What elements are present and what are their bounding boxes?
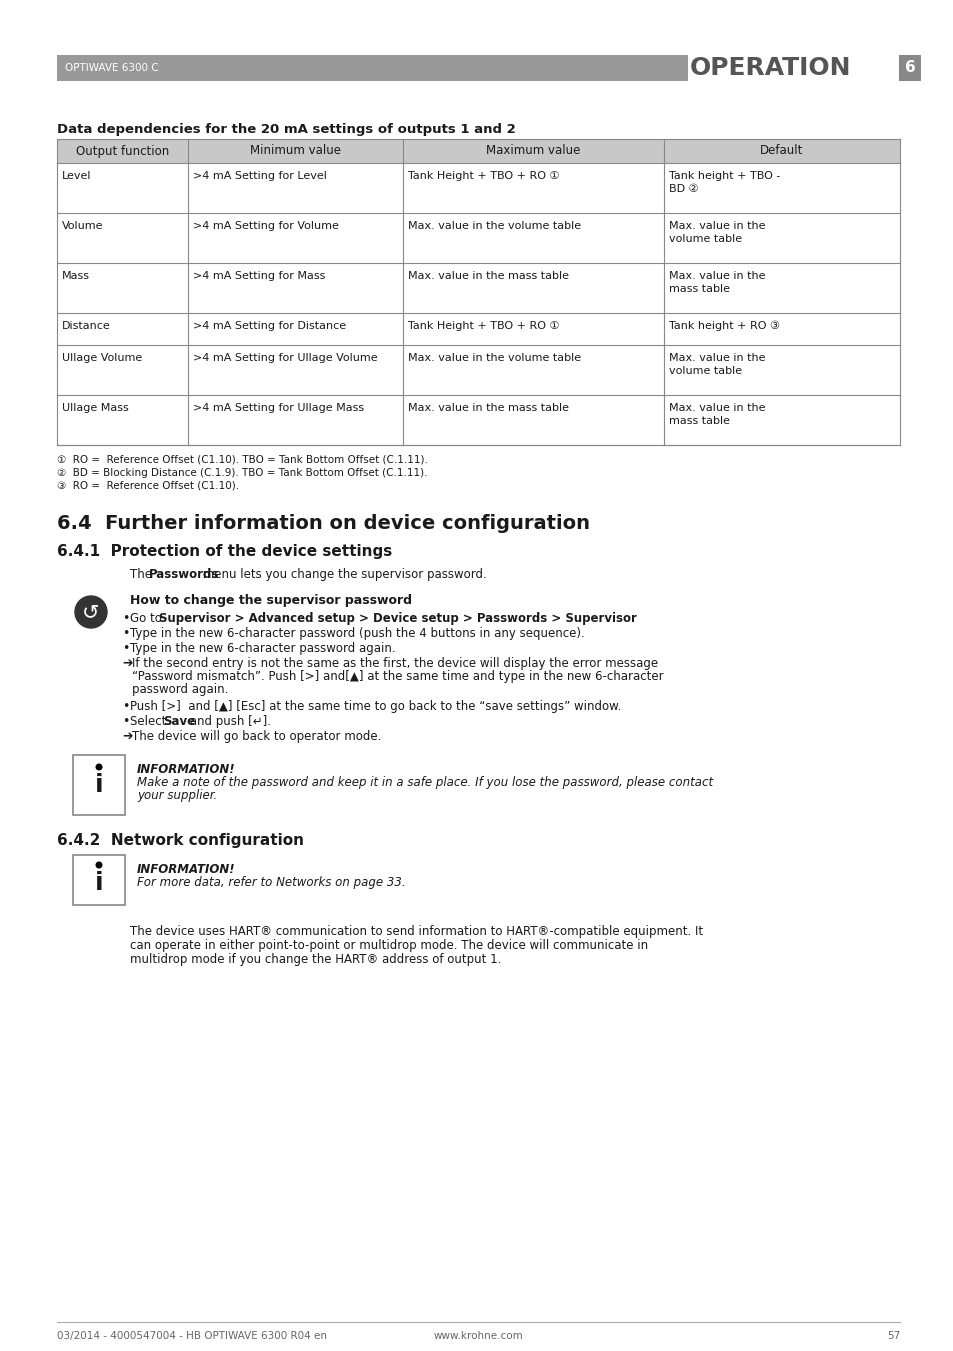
Text: ➔: ➔ <box>122 657 132 670</box>
Text: ③  RO =  Reference Offset (C1.10).: ③ RO = Reference Offset (C1.10). <box>57 481 239 490</box>
Text: INFORMATION!: INFORMATION! <box>137 863 235 875</box>
Text: Minimum value: Minimum value <box>250 145 340 158</box>
Text: •: • <box>122 700 130 713</box>
Text: 57: 57 <box>886 1331 899 1342</box>
Text: Level: Level <box>62 172 91 181</box>
Text: 6.4.1  Protection of the device settings: 6.4.1 Protection of the device settings <box>57 544 392 559</box>
Text: INFORMATION!: INFORMATION! <box>137 763 235 775</box>
Text: password again.: password again. <box>132 684 228 696</box>
Text: Type in the new 6-character password (push the 4 buttons in any sequence).: Type in the new 6-character password (pu… <box>130 627 584 640</box>
Text: •: • <box>122 642 130 655</box>
Text: Save: Save <box>163 715 195 728</box>
Text: volume table: volume table <box>668 366 741 376</box>
Text: 6: 6 <box>903 61 915 76</box>
Text: Tank Height + TBO + RO ①: Tank Height + TBO + RO ① <box>407 172 558 181</box>
Text: BD ②: BD ② <box>668 184 698 195</box>
Text: volume table: volume table <box>668 234 741 245</box>
Text: >4 mA Setting for Ullage Volume: >4 mA Setting for Ullage Volume <box>193 353 376 363</box>
Text: Data dependencies for the 20 mA settings of outputs 1 and 2: Data dependencies for the 20 mA settings… <box>57 123 516 136</box>
Text: >4 mA Setting for Ullage Mass: >4 mA Setting for Ullage Mass <box>193 403 363 413</box>
Circle shape <box>95 862 102 869</box>
Text: >4 mA Setting for Distance: >4 mA Setting for Distance <box>193 322 345 331</box>
Bar <box>57 55 687 81</box>
Text: •: • <box>122 627 130 640</box>
Text: •: • <box>122 715 130 728</box>
Text: •: • <box>122 612 130 626</box>
Text: multidrop mode if you change the HART® address of output 1.: multidrop mode if you change the HART® a… <box>130 952 501 966</box>
Bar <box>898 55 920 81</box>
Text: and push [↵].: and push [↵]. <box>186 715 271 728</box>
Text: Volume: Volume <box>62 222 103 231</box>
Text: Passwords: Passwords <box>149 567 219 581</box>
Circle shape <box>75 596 107 628</box>
Text: >4 mA Setting for Mass: >4 mA Setting for Mass <box>193 272 325 281</box>
Text: Default: Default <box>760 145 802 158</box>
Text: Max. value in the: Max. value in the <box>668 403 764 413</box>
Text: For more data, refer to Networks on page 33.: For more data, refer to Networks on page… <box>137 875 405 889</box>
Text: Select: Select <box>130 715 170 728</box>
Text: “Password mismatch”. Push [>] and[▲] at the same time and type in the new 6-char: “Password mismatch”. Push [>] and[▲] at … <box>132 670 663 684</box>
Text: 6.4  Further information on device configuration: 6.4 Further information on device config… <box>57 513 589 534</box>
Text: menu lets you change the supervisor password.: menu lets you change the supervisor pass… <box>198 567 486 581</box>
Text: The: The <box>130 567 155 581</box>
Text: Ullage Volume: Ullage Volume <box>62 353 142 363</box>
Text: Tank height + TBO -: Tank height + TBO - <box>668 172 780 181</box>
Text: Max. value in the: Max. value in the <box>668 353 764 363</box>
Text: 6.4.2  Network configuration: 6.4.2 Network configuration <box>57 834 304 848</box>
Text: mass table: mass table <box>668 416 729 426</box>
Circle shape <box>95 763 102 770</box>
Text: Mass: Mass <box>62 272 90 281</box>
Text: Max. value in the mass table: Max. value in the mass table <box>407 272 568 281</box>
Text: OPERATION: OPERATION <box>689 55 851 80</box>
Text: Tank height + RO ③: Tank height + RO ③ <box>668 322 780 331</box>
Text: can operate in either point-to-point or multidrop mode. The device will communic: can operate in either point-to-point or … <box>130 939 647 952</box>
Text: Output function: Output function <box>75 145 169 158</box>
Text: ➔: ➔ <box>122 730 132 743</box>
Text: How to change the supervisor password: How to change the supervisor password <box>130 594 412 607</box>
Text: mass table: mass table <box>668 284 729 295</box>
Bar <box>73 855 125 905</box>
Text: Push [>]  and [▲] [Esc] at the same time to go back to the “save settings” windo: Push [>] and [▲] [Esc] at the same time … <box>130 700 620 713</box>
Text: Ullage Mass: Ullage Mass <box>62 403 129 413</box>
Text: Max. value in the: Max. value in the <box>668 272 764 281</box>
Text: Supervisor > Advanced setup > Device setup > Passwords > Supervisor: Supervisor > Advanced setup > Device set… <box>158 612 636 626</box>
Text: ①  RO =  Reference Offset (C1.10). TBO = Tank Bottom Offset (C.1.11).: ① RO = Reference Offset (C1.10). TBO = T… <box>57 455 428 465</box>
Text: ↺: ↺ <box>82 603 100 621</box>
Text: The device will go back to operator mode.: The device will go back to operator mode… <box>132 730 381 743</box>
Text: Max. value in the volume table: Max. value in the volume table <box>407 353 580 363</box>
Text: Max. value in the volume table: Max. value in the volume table <box>407 222 580 231</box>
Text: OPTIWAVE 6300 C: OPTIWAVE 6300 C <box>65 63 158 73</box>
Text: Maximum value: Maximum value <box>486 145 579 158</box>
Text: Type in the new 6-character password again.: Type in the new 6-character password aga… <box>130 642 395 655</box>
Text: Max. value in the: Max. value in the <box>668 222 764 231</box>
Text: i: i <box>94 773 103 797</box>
Text: ②  BD = Blocking Distance (C.1.9). TBO = Tank Bottom Offset (C.1.11).: ② BD = Blocking Distance (C.1.9). TBO = … <box>57 467 427 478</box>
Text: >4 mA Setting for Volume: >4 mA Setting for Volume <box>193 222 338 231</box>
Text: Max. value in the mass table: Max. value in the mass table <box>407 403 568 413</box>
Text: The device uses HART® communication to send information to HART®-compatible equi: The device uses HART® communication to s… <box>130 925 702 938</box>
Text: If the second entry is not the same as the first, the device will display the er: If the second entry is not the same as t… <box>132 657 658 670</box>
Bar <box>73 755 125 815</box>
Text: Go to: Go to <box>130 612 166 626</box>
Bar <box>57 139 899 163</box>
Text: www.krohne.com: www.krohne.com <box>434 1331 523 1342</box>
Text: >4 mA Setting for Level: >4 mA Setting for Level <box>193 172 326 181</box>
Text: your supplier.: your supplier. <box>137 789 217 802</box>
Text: i: i <box>94 871 103 894</box>
Text: Distance: Distance <box>62 322 111 331</box>
Text: 03/2014 - 4000547004 - HB OPTIWAVE 6300 R04 en: 03/2014 - 4000547004 - HB OPTIWAVE 6300 … <box>57 1331 327 1342</box>
Text: Make a note of the password and keep it in a safe place. If you lose the passwor: Make a note of the password and keep it … <box>137 775 713 789</box>
Text: .: . <box>507 612 511 626</box>
Text: Tank Height + TBO + RO ①: Tank Height + TBO + RO ① <box>407 322 558 331</box>
